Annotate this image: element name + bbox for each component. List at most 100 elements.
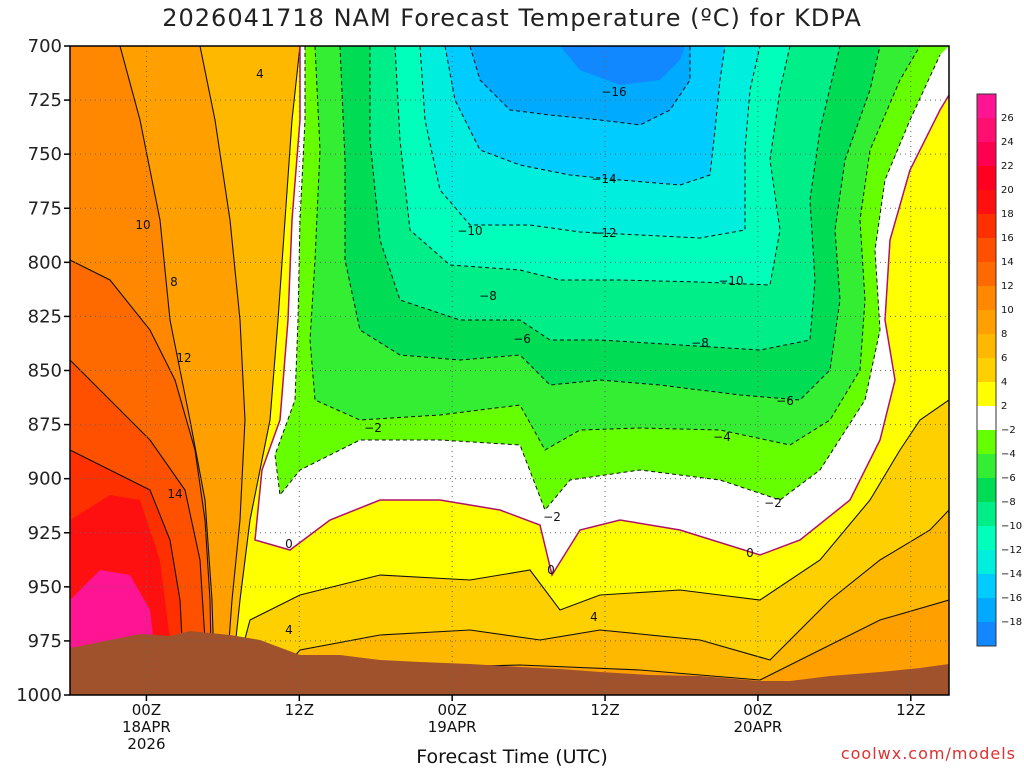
contour-label: −10 xyxy=(718,274,743,288)
colorbar-swatch xyxy=(977,238,996,263)
colorbar-label: −6 xyxy=(1001,473,1016,484)
colorbar-label: 20 xyxy=(1001,185,1014,196)
colorbar-swatch xyxy=(977,574,996,599)
x-tick-label: 12Z xyxy=(896,701,925,719)
colorbar-label: 14 xyxy=(1001,257,1014,268)
colorbar-swatch xyxy=(977,286,996,311)
contour-label: −16 xyxy=(601,85,626,99)
y-tick-label: 900 xyxy=(28,469,62,490)
contour-label: −8 xyxy=(479,289,497,303)
colorbar-label: 26 xyxy=(1001,113,1014,124)
y-tick-label: 925 xyxy=(28,523,62,544)
colorbar-label: −18 xyxy=(1001,617,1022,628)
colorbar-swatch xyxy=(977,358,996,383)
grid xyxy=(70,46,949,695)
x-tick-label: 00Z xyxy=(743,701,772,719)
colorbar-swatch xyxy=(977,142,996,167)
filled-contours xyxy=(70,46,949,695)
x-tick-label: 00Z xyxy=(132,701,161,719)
contour-label: −6 xyxy=(776,394,794,408)
colorbar-swatch xyxy=(977,430,996,455)
y-tick-label: 1000 xyxy=(16,685,62,706)
colorbar-swatch xyxy=(977,454,996,479)
contour-label: −12 xyxy=(591,226,616,240)
colorbar-label: 2 xyxy=(1001,401,1007,412)
colorbar-label: 16 xyxy=(1001,233,1014,244)
contour-label: −6 xyxy=(513,332,531,346)
y-tick-label: 950 xyxy=(28,577,62,598)
y-tick-label: 750 xyxy=(28,144,62,165)
x-tick-label: 18APR xyxy=(122,718,171,736)
contour-label: 0 xyxy=(547,563,555,577)
colorbar-swatch xyxy=(977,622,996,647)
colorbar-label: 8 xyxy=(1001,329,1007,340)
y-tick-label: 725 xyxy=(28,90,62,111)
contour-label: −8 xyxy=(691,336,709,350)
y-tick-label: 700 xyxy=(28,36,62,57)
fill-minus18 xyxy=(560,46,685,85)
x-tick-label: 00Z xyxy=(437,701,466,719)
colorbar-label: 12 xyxy=(1001,281,1014,292)
contour-label: 14 xyxy=(167,487,182,501)
contour-label: −2 xyxy=(364,421,382,435)
colorbar: 26 24 22 20 18 16 14 12 10 8 6 4 2 −2 −4 −6 −8 −10 −12 −14 −… xyxy=(976,93,1022,647)
contour-label: 0 xyxy=(285,537,293,551)
colorbar-swatch xyxy=(977,214,996,239)
x-axis-label: Forecast Time (UTC) xyxy=(416,746,608,768)
colorbar-swatch xyxy=(977,118,996,143)
y-tick-label: 850 xyxy=(28,361,62,382)
colorbar-swatch xyxy=(977,478,996,503)
x-tick-label: 20APR xyxy=(733,718,782,736)
contour-label: 4 xyxy=(285,623,293,637)
colorbar-swatch xyxy=(977,526,996,551)
colorbar-swatch xyxy=(977,94,996,119)
contour-label: 12 xyxy=(176,351,191,365)
colorbar-swatch xyxy=(977,334,996,359)
chart-title: 2026041718 NAM Forecast Temperature (ºC)… xyxy=(162,4,862,32)
contour-label: 4 xyxy=(590,610,598,624)
colorbar-swatch xyxy=(977,310,996,335)
contour-label: −2 xyxy=(543,510,561,524)
colorbar-label: −2 xyxy=(1001,425,1016,436)
y-axis: 700 725 750 775 800 825 850 875 900 925 950 975 1000 xyxy=(16,36,70,706)
fill-lower-6 xyxy=(260,510,949,695)
colorbar-swatch xyxy=(977,550,996,575)
terrain xyxy=(70,631,949,695)
colorbar-label: −8 xyxy=(1001,497,1016,508)
contour-labels: 4 10 8 12 14 −16 −14 −10 −12 −10 −8 −6 −8 −6 −2 −4 −2 −2 0… xyxy=(135,67,793,637)
negative-contours xyxy=(274,46,941,511)
colorbar-label: 10 xyxy=(1001,305,1014,316)
credit-text: coolwx.com/models xyxy=(840,744,1016,763)
x-tick-label: 12Z xyxy=(590,701,619,719)
contour-label: −10 xyxy=(457,224,482,238)
contour-label: 4 xyxy=(256,67,264,81)
y-tick-label: 975 xyxy=(28,631,62,652)
colorbar-label: 22 xyxy=(1001,161,1014,172)
colorbar-swatch xyxy=(977,502,996,527)
colorbar-label: 24 xyxy=(1001,137,1014,148)
colorbar-label: −10 xyxy=(1001,521,1022,532)
contour-label: −2 xyxy=(764,496,782,510)
colorbar-swatch xyxy=(977,166,996,191)
colorbar-swatch xyxy=(977,598,996,623)
contour-label: 0 xyxy=(746,546,754,560)
y-tick-label: 875 xyxy=(28,415,62,436)
colorbar-label: 4 xyxy=(1001,377,1007,388)
colorbar-swatch xyxy=(977,190,996,215)
contour-label: 8 xyxy=(170,275,178,289)
x-tick-label: 12Z xyxy=(285,701,314,719)
colorbar-label: −4 xyxy=(1001,449,1016,460)
x-tick-label: 19APR xyxy=(428,718,477,736)
colorbar-label: 18 xyxy=(1001,209,1014,220)
contour-label: −4 xyxy=(713,430,731,444)
contour-label: −14 xyxy=(591,172,616,186)
y-tick-label: 800 xyxy=(28,252,62,273)
y-tick-label: 825 xyxy=(28,306,62,327)
colorbar-label: 6 xyxy=(1001,353,1007,364)
x-tick-label: 2026 xyxy=(127,735,165,753)
colorbar-label: −14 xyxy=(1001,569,1022,580)
zero-contour xyxy=(254,46,949,577)
colorbar-label: −16 xyxy=(1001,593,1022,604)
